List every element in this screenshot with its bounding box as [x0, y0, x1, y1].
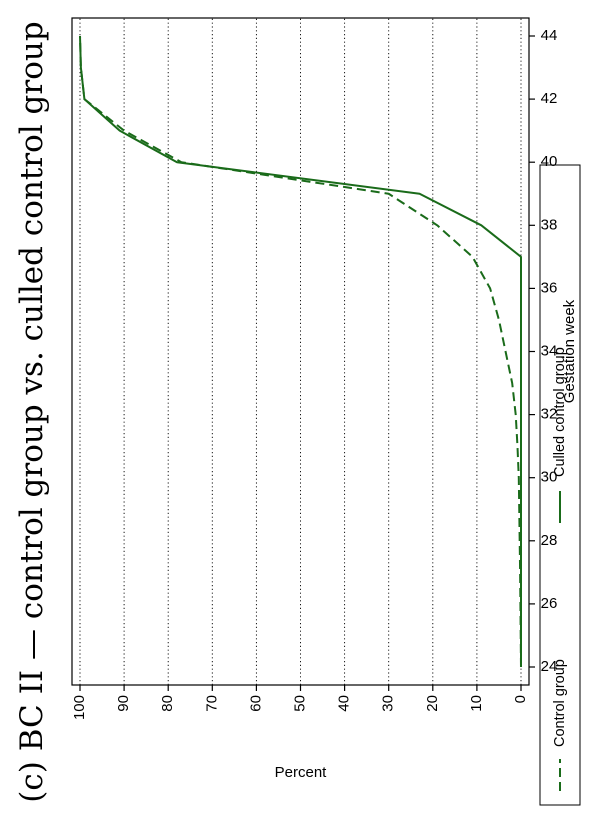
y-axis: 0 10 20 30 40 50 60 70 80 90 100	[71, 685, 529, 720]
x-tick-label: 42	[541, 90, 558, 107]
x-axis-label: Gestation week	[561, 299, 578, 403]
x-tick-label: 28	[541, 532, 558, 549]
legend: Control group Culled control group	[539, 164, 581, 806]
y-tick-label: 50	[291, 695, 308, 712]
y-tick-label: 20	[424, 695, 441, 712]
y-tick-label: 100	[71, 695, 88, 720]
x-tick-label: 24	[541, 658, 558, 675]
y-tick-label: 60	[247, 695, 264, 712]
y-tick-label: 40	[336, 695, 353, 712]
y-tick-label: 30	[380, 695, 397, 712]
y-tick-label: 90	[115, 695, 132, 712]
grid-lines	[79, 18, 522, 685]
x-tick-label: 34	[541, 342, 558, 359]
x-tick-label: 26	[541, 595, 558, 612]
y-tick-label: 0	[512, 695, 529, 703]
x-tick-label: 30	[541, 469, 558, 486]
x-tick-label: 32	[541, 406, 558, 423]
x-axis: 24 26 28 30 32 34 36 38 40 42 44	[529, 27, 557, 675]
x-tick-label: 38	[541, 216, 558, 233]
y-tick-label: 70	[203, 695, 220, 712]
y-axis-label: Percent	[275, 764, 328, 781]
chart-title: (c) BC II — control group vs. culled con…	[14, 21, 50, 802]
x-tick-label: 36	[541, 279, 558, 296]
legend-box	[539, 164, 581, 806]
y-tick-label: 80	[159, 695, 176, 712]
series-lines	[79, 35, 522, 668]
series-line-culled-control-group	[79, 35, 522, 667]
legend-label-culled-control-group: Culled control group	[552, 347, 568, 477]
x-tick-label: 40	[541, 153, 558, 170]
y-tick-label: 10	[468, 695, 485, 712]
legend-label-control-group: Control group	[552, 659, 568, 747]
x-tick-label: 44	[541, 27, 558, 44]
series-line-control-group	[79, 35, 522, 668]
